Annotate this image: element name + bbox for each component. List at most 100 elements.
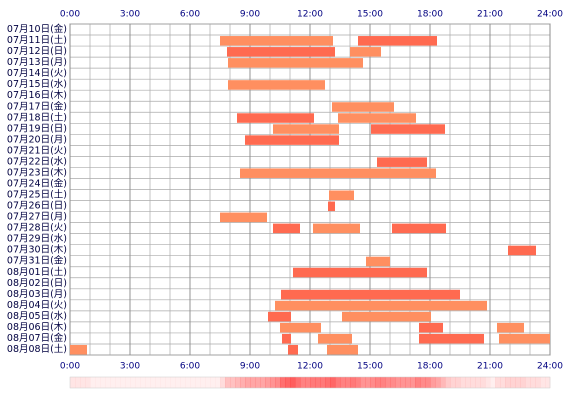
y-tick-label: 07月19日(日) [7, 123, 67, 134]
activity-bar [358, 36, 437, 46]
density-cell [510, 377, 516, 388]
density-cell [530, 377, 536, 388]
density-cell [305, 377, 311, 388]
activity-bar [237, 113, 314, 123]
activity-bar [220, 36, 333, 46]
activity-bar [288, 344, 298, 355]
density-cell [500, 377, 506, 388]
density-cell [370, 377, 376, 388]
density-cell [340, 377, 346, 388]
density-cell [165, 377, 171, 388]
density-cell [535, 377, 541, 388]
y-tick-label: 07月21日(火) [7, 145, 67, 156]
x-tick-label-top: 18:00 [417, 10, 443, 20]
density-cell [220, 377, 226, 388]
density-cell [140, 377, 146, 388]
activity-bar [228, 58, 363, 68]
density-cell [440, 377, 446, 388]
density-cell [395, 377, 401, 388]
density-cell [180, 377, 186, 388]
density-cell [400, 377, 406, 388]
density-cell [480, 377, 486, 388]
density-cell [195, 377, 201, 388]
y-tick-label: 07月18日(土) [7, 111, 67, 123]
activity-bar [497, 322, 524, 333]
y-tick-label: 08月08日(土) [7, 343, 67, 355]
activity-bar [332, 102, 394, 112]
density-cell [215, 377, 221, 388]
density-cell [95, 377, 101, 388]
activity-bar [275, 300, 487, 311]
x-tick-label-top: 15:00 [357, 10, 383, 20]
density-cell [360, 377, 366, 388]
activity-bar [227, 47, 335, 57]
activity-bar [273, 124, 339, 134]
density-cell [490, 377, 496, 388]
density-cell [290, 377, 296, 388]
density-cell [185, 377, 191, 388]
y-tick-label: 07月13日(月) [7, 57, 67, 68]
density-cell [210, 377, 216, 388]
density-cell [235, 377, 241, 388]
density-cell [335, 377, 341, 388]
density-cell [455, 377, 461, 388]
activity-bar [419, 333, 484, 344]
y-tick-label: 08月07日(金) [7, 332, 67, 344]
density-cell [320, 377, 326, 388]
density-cell [240, 377, 246, 388]
x-tick-label-top: 24:00 [537, 10, 563, 20]
activity-bar [240, 168, 436, 178]
y-tick-label: 08月05日(水) [7, 310, 67, 322]
density-cell [115, 377, 121, 388]
density-cell [375, 377, 381, 388]
density-cell [190, 377, 196, 388]
activity-bar [329, 190, 354, 201]
density-cell [350, 377, 356, 388]
density-cell [470, 377, 476, 388]
density-cell [545, 377, 551, 388]
density-cell [200, 377, 206, 388]
x-tick-label-bottom: 3:00 [120, 362, 140, 372]
density-cell [390, 377, 396, 388]
density-cell [355, 377, 361, 388]
activity-bar [328, 201, 335, 212]
density-cell [245, 377, 251, 388]
density-cell [345, 377, 351, 388]
y-tick-label: 07月10日(金) [7, 23, 67, 35]
density-cell [230, 377, 236, 388]
density-cell [330, 377, 336, 388]
density-cell [365, 377, 371, 388]
activity-bar [392, 223, 446, 234]
activity-bar [282, 333, 291, 344]
y-tick-label: 07月28日(火) [7, 223, 67, 234]
y-tick-label: 07月12日(日) [7, 46, 67, 57]
density-cell [410, 377, 416, 388]
density-cell [80, 377, 86, 388]
activity-bar [366, 256, 390, 267]
x-tick-label-bottom: 21:00 [477, 362, 503, 372]
x-tick-label-top: 12:00 [297, 10, 323, 20]
density-cell [405, 377, 411, 388]
density-cell [425, 377, 431, 388]
activity-bar [327, 344, 358, 355]
activity-bar [293, 267, 427, 278]
activity-bar [280, 322, 321, 333]
activity-bar [342, 311, 431, 322]
y-tick-label: 08月06日(木) [7, 321, 67, 333]
density-cell [170, 377, 176, 388]
y-tick-label: 07月16日(木) [7, 89, 67, 101]
density-cell [465, 377, 471, 388]
density-cell [435, 377, 441, 388]
y-tick-label: 07月11日(土) [7, 34, 67, 46]
density-cell [385, 377, 391, 388]
density-cell [225, 377, 231, 388]
x-tick-label-top: 6:00 [180, 10, 200, 20]
y-tick-label: 07月30日(木) [7, 244, 67, 256]
y-tick-label: 08月03日(月) [7, 289, 67, 300]
y-tick-label: 07月15日(水) [7, 78, 67, 90]
y-tick-label: 08月04日(火) [7, 300, 67, 311]
density-cell [495, 377, 501, 388]
density-cell [270, 377, 276, 388]
activity-bar [228, 80, 325, 90]
